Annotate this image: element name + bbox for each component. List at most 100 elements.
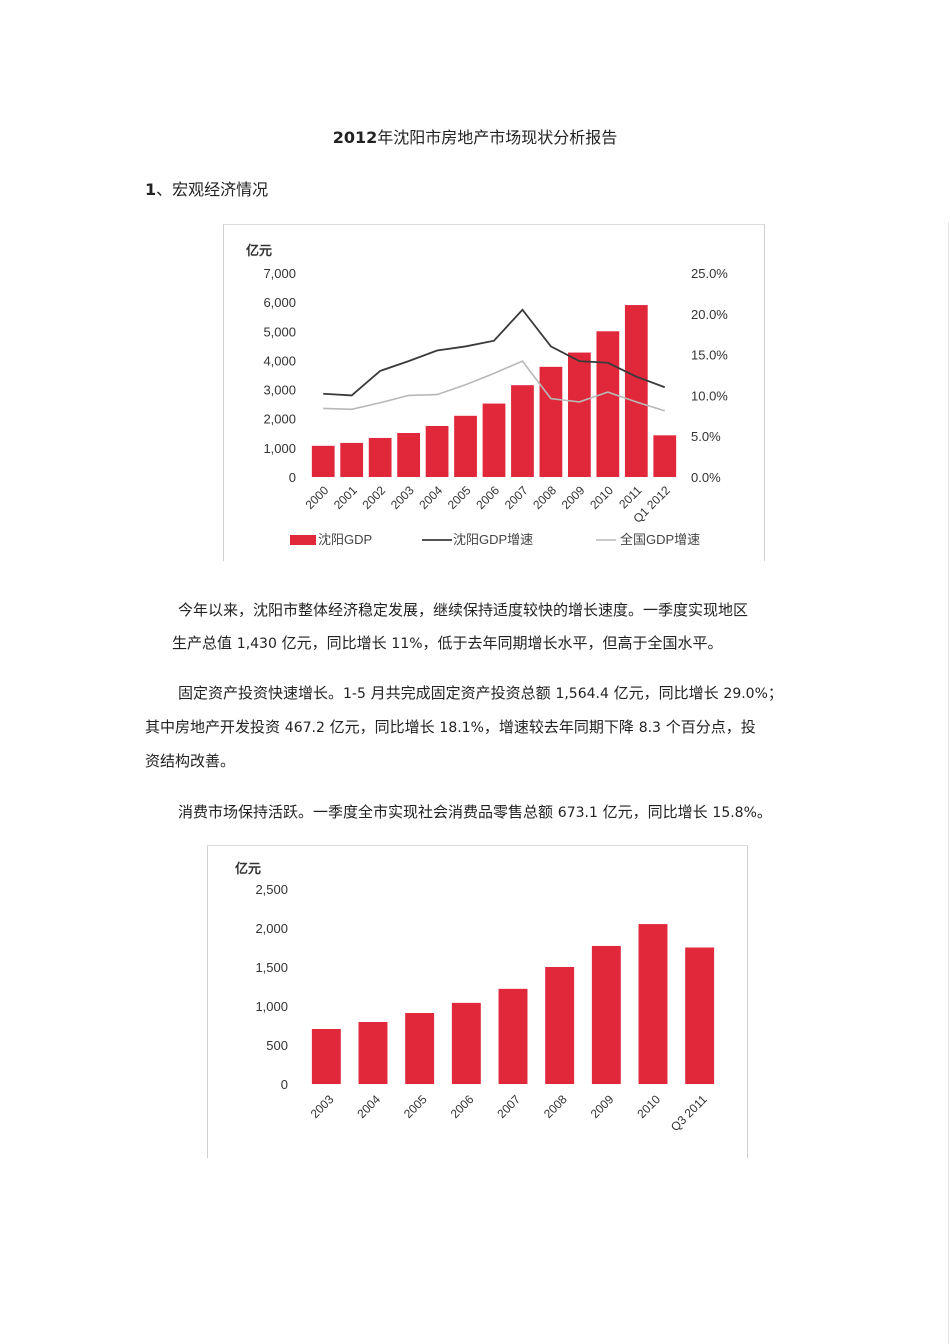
bar (451, 1002, 481, 1084)
retail-sales-chart: 亿元 0 500 1,000 1,500 2,000 2,500 2003 2004 2005 20… (235, 861, 715, 1134)
paragraph-line: 固定资产投资快速增长。1-5 月共完成固定资产投资总额 1,564.4 亿元，同… (145, 677, 835, 711)
gdp-value: 1,430 (236, 636, 277, 652)
bar (591, 945, 621, 1084)
x-axis-tick: 2005 (445, 483, 474, 512)
bar (358, 1021, 388, 1084)
bar (545, 967, 575, 1084)
text: 亿元，同比增长 (276, 634, 392, 652)
y-axis-tick: 1,500 (255, 960, 288, 975)
gdp-chart: 亿元 0 1,000 2,000 3,000 4,000 5,000 6,000 7,000 0.… (246, 243, 728, 547)
bar (368, 437, 392, 477)
bar (568, 352, 591, 477)
paragraph-line: 资结构改善。 (145, 745, 835, 778)
paragraph-consumption: 消费市场保持活跃。一季度全市实现社会消费品零售总额 673.1 亿元，同比增长 … (145, 796, 845, 830)
x-axis-tick: 2001 (331, 483, 360, 512)
x-axis-tick: 2007 (502, 483, 531, 512)
bar (638, 924, 668, 1084)
y2-axis-tick: 20.0% (691, 307, 728, 322)
x-axis-tick: 2000 (303, 483, 332, 512)
gdp-chart-frame: 亿元 0 1,000 2,000 3,000 4,000 5,000 6,000 7,000 0.… (223, 224, 765, 561)
x-axis-tick: 2004 (354, 1092, 383, 1121)
y2-axis-tick: 5.0% (691, 429, 721, 444)
bar (624, 305, 648, 477)
growth-line (323, 308, 666, 397)
y-axis-tick: 2,000 (263, 412, 296, 427)
x-axis-tick: 2003 (308, 1092, 337, 1121)
y-axis-tick: 6,000 (263, 295, 296, 310)
text: ，低于去年同期增长水平，但高于全国水平。 (422, 634, 723, 652)
x-axis-tick: 2010 (634, 1092, 663, 1121)
realestate-investment-growth: 18.1% (439, 720, 484, 736)
y-axis-tick: 3,000 (263, 383, 296, 398)
text: 亿元，同比增长 (597, 803, 713, 821)
bar (653, 435, 677, 477)
x-axis-tick: 2007 (494, 1092, 523, 1121)
section-label: 、宏观经济情况 (156, 180, 269, 199)
bar (685, 947, 715, 1084)
x-axis-tick: 2009 (588, 1092, 617, 1121)
text: 其中房地产开发投资 (145, 718, 285, 736)
paragraph-line: 今年以来，沈阳市整体经济稳定发展，继续保持适度较快的增长速度。一季度实现地区 (145, 594, 825, 627)
x-axis-tick: 2010 (587, 483, 616, 512)
x-axis-tick: 2006 (473, 483, 502, 512)
text: 消费市场保持活跃。一季度全市实现社会消费品零售总额 (178, 803, 558, 821)
y-axis-unit-label: 亿元 (235, 861, 261, 876)
text: 亿元，同比增长 (324, 718, 440, 736)
document-title: 2012年沈阳市房地产市场现状分析报告 (0, 124, 950, 148)
bar (311, 445, 335, 477)
text: 个百分点，投 (660, 718, 756, 736)
title-text: 年沈阳市房地产市场现状分析报告 (377, 128, 618, 147)
y2-axis-tick: 10.0% (691, 388, 728, 403)
retail-sales-value: 673.1 (557, 805, 598, 821)
month-range: 1-5 (343, 686, 366, 702)
text: ，增速较去年同期下降 (483, 718, 639, 736)
x-axis-tick: 2005 (401, 1092, 430, 1121)
y-axis-unit-label: 亿元 (246, 243, 272, 258)
gdp-growth-value: 11% (391, 636, 423, 652)
bar (405, 1013, 435, 1084)
bar (596, 331, 620, 477)
bar (340, 442, 364, 477)
y2-axis-tick: 15.0% (691, 348, 728, 363)
x-axis-tick: 2006 (448, 1092, 477, 1121)
legend-label: 沈阳GDP增速 (453, 532, 533, 547)
bar (539, 366, 563, 477)
y-axis-tick: 5,000 (263, 324, 296, 339)
growth-line (323, 360, 666, 412)
x-axis-tick: 2004 (416, 483, 445, 512)
text: 月共完成固定资产投资总额 (365, 684, 556, 702)
x-axis-tick: 2008 (541, 1092, 570, 1121)
paragraph-economy: 今年以来，沈阳市整体经济稳定发展，继续保持适度较快的增长速度。一季度实现地区 生… (145, 594, 825, 661)
text: 固定资产投资快速增长。 (178, 684, 344, 702)
y-axis-tick: 2,500 (255, 882, 288, 897)
retail-sales-growth: 15.8% (712, 805, 757, 821)
y-axis-tick: 7,000 (263, 266, 296, 281)
legend-bar-swatch (290, 535, 316, 545)
y2-axis-tick: 25.0% (691, 266, 728, 281)
bar (454, 415, 477, 477)
text: 生产总值 (172, 634, 237, 652)
y-axis-tick: 0 (289, 470, 296, 485)
realestate-investment-value: 467.2 (284, 720, 325, 736)
text: 亿元，同比增长 (608, 684, 724, 702)
bar (397, 432, 420, 477)
bar (425, 426, 449, 477)
bar (311, 1029, 341, 1084)
paragraph-line: 其中房地产开发投资 467.2 亿元，同比增长 18.1%，增速较去年同期下降 … (145, 711, 835, 745)
section-heading-1: 1、宏观经济情况 (145, 176, 268, 200)
y-axis-tick: 1,000 (255, 999, 288, 1014)
y-axis-tick: 2,000 (255, 921, 288, 936)
x-axis-tick: 2003 (388, 483, 417, 512)
bar (482, 403, 506, 477)
bar (498, 988, 528, 1084)
fixed-investment-growth: 29.0% (723, 686, 768, 702)
section-number: 1 (145, 180, 157, 199)
legend-label: 沈阳GDP (318, 532, 372, 547)
x-axis-tick: 2009 (559, 483, 588, 512)
legend-label: 全国GDP增速 (620, 532, 700, 547)
y-axis-tick: 500 (266, 1038, 288, 1053)
x-axis-tick: 2002 (359, 483, 388, 512)
text: 。 (756, 803, 772, 821)
text: 今年以来，沈阳市整体经济稳定发展，继续保持适度较快的增长速度。一季度实现地区 (178, 601, 749, 619)
paragraph-line: 生产总值 1,430 亿元，同比增长 11%，低于去年同期增长水平，但高于全国水… (145, 627, 825, 661)
